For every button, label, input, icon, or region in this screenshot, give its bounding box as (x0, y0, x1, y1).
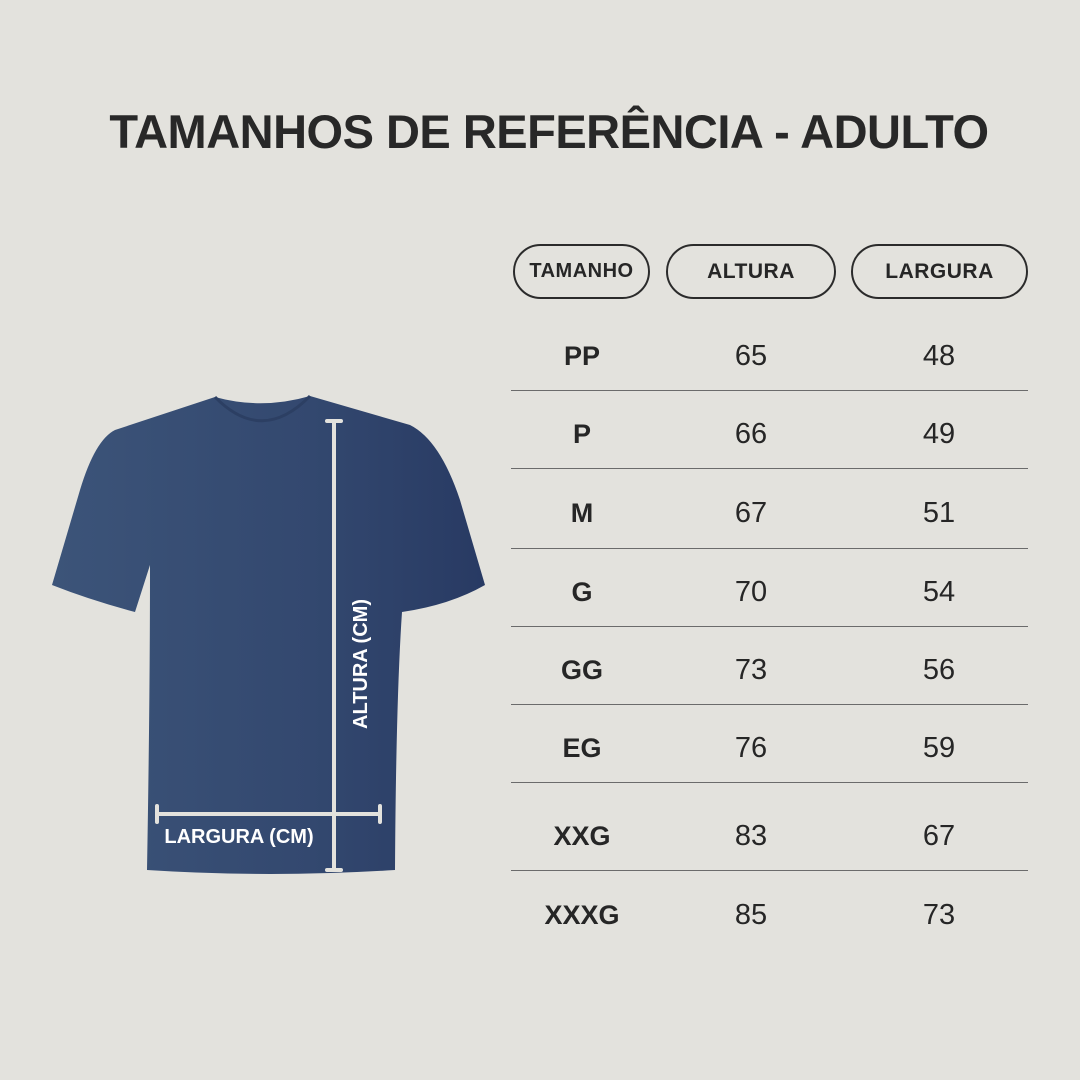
altura-cell: 70 (734, 576, 768, 608)
measure-lines (155, 419, 382, 872)
size-cell: M (570, 498, 594, 528)
largura-cell: 67 (922, 820, 956, 852)
largura-cell: 48 (922, 340, 956, 372)
row-divider (511, 390, 1028, 391)
tshirt-collar (213, 394, 312, 423)
size-cell: GG (560, 655, 603, 685)
altura-cell: 83 (734, 820, 768, 852)
header-largura: LARGURA (851, 244, 1028, 299)
largura-cell: 56 (922, 654, 956, 686)
altura-cell: 76 (734, 732, 768, 764)
size-cell: PP (563, 341, 601, 371)
header-altura: ALTURA (666, 244, 836, 299)
row-divider (511, 870, 1028, 871)
altura-cell: 85 (734, 899, 768, 931)
tshirt-shape (52, 396, 485, 874)
row-divider (511, 626, 1028, 627)
largura-cell: 51 (922, 497, 956, 529)
size-cell: EG (562, 733, 602, 763)
size-cell: XXG (553, 821, 611, 851)
altura-cell: 66 (734, 418, 768, 450)
header-tamanho: TAMANHO (513, 244, 650, 299)
row-divider (511, 782, 1028, 783)
row-divider (511, 704, 1028, 705)
largura-cell: 49 (922, 418, 956, 450)
largura-cell: 73 (922, 899, 956, 931)
altura-cell: 65 (734, 340, 768, 372)
row-divider (511, 468, 1028, 469)
height-label: ALTURA (CM) (350, 599, 372, 729)
size-cell: P (572, 419, 591, 449)
largura-cell: 54 (922, 576, 956, 608)
row-divider (511, 548, 1028, 549)
width-label: LARGURA (CM) (164, 826, 313, 848)
size-cell: G (571, 577, 593, 607)
altura-cell: 67 (734, 497, 768, 529)
largura-cell: 59 (922, 732, 956, 764)
altura-cell: 73 (734, 654, 768, 686)
size-cell: XXXG (544, 900, 620, 930)
page-title: TAMANHOS DE REFERÊNCIA - ADULTO (109, 105, 989, 158)
